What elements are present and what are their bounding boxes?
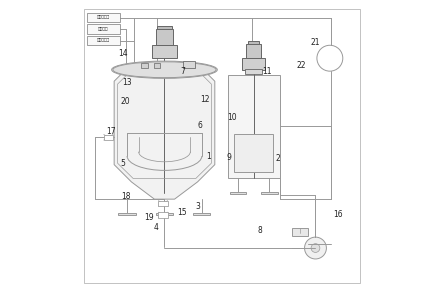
Text: 16: 16	[334, 210, 343, 219]
Text: 碳实液入口: 碳实液入口	[97, 38, 110, 42]
Ellipse shape	[113, 62, 216, 78]
Bar	[141, 63, 148, 68]
Bar	[228, 75, 280, 177]
Text: 18: 18	[121, 192, 131, 201]
Text: 15: 15	[177, 208, 186, 216]
Bar	[104, 135, 113, 140]
Text: 14: 14	[118, 49, 127, 58]
Bar	[159, 201, 168, 206]
Bar	[155, 62, 160, 68]
Polygon shape	[114, 70, 215, 199]
Text: 3: 3	[195, 202, 200, 211]
Text: 11: 11	[262, 67, 271, 76]
Text: 17: 17	[107, 127, 116, 136]
Bar	[248, 41, 259, 44]
Text: 21: 21	[311, 38, 320, 47]
Bar	[262, 192, 278, 194]
Bar	[245, 69, 262, 74]
Text: 12: 12	[200, 95, 210, 104]
Bar	[119, 213, 136, 215]
Text: 4: 4	[154, 223, 159, 232]
Ellipse shape	[111, 61, 217, 78]
Text: 2: 2	[276, 154, 281, 163]
Bar	[242, 58, 265, 70]
Circle shape	[305, 237, 326, 259]
Text: 13: 13	[122, 78, 132, 87]
Text: 5: 5	[120, 159, 125, 168]
Bar	[156, 213, 173, 215]
Text: 6: 6	[198, 121, 203, 130]
Text: 9: 9	[227, 153, 232, 162]
Bar	[234, 134, 273, 172]
Bar	[246, 44, 261, 58]
Bar	[156, 29, 173, 45]
Bar	[193, 213, 210, 215]
Bar	[183, 61, 194, 68]
Bar	[87, 13, 120, 22]
Text: 22: 22	[296, 61, 306, 70]
Bar	[293, 228, 308, 236]
Text: 8: 8	[257, 226, 262, 235]
Bar	[151, 45, 178, 58]
Bar	[87, 24, 120, 34]
Text: 19: 19	[144, 213, 154, 222]
Circle shape	[311, 244, 320, 252]
Bar	[157, 26, 172, 29]
Text: 7: 7	[181, 67, 186, 76]
Text: 1: 1	[207, 151, 211, 160]
Text: 10: 10	[227, 113, 237, 122]
Text: 固液入口: 固液入口	[98, 27, 109, 31]
Bar	[159, 212, 168, 218]
Bar	[87, 36, 120, 45]
Text: 净置液入口: 净置液入口	[97, 16, 110, 20]
Text: 20: 20	[121, 97, 131, 106]
Bar	[230, 192, 246, 194]
